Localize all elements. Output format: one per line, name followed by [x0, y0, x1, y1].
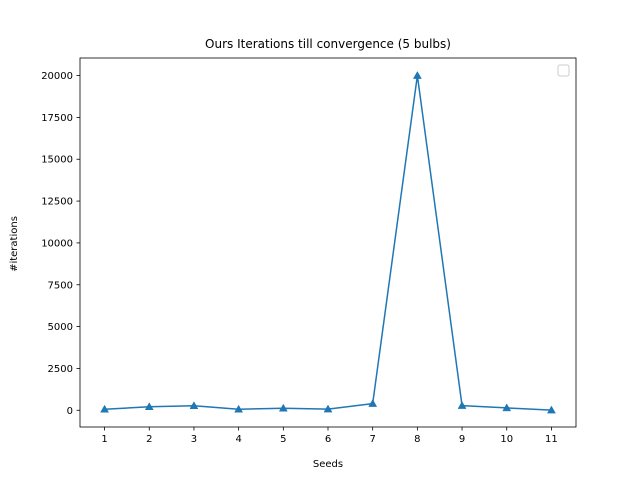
y-tick-label: 2500 — [48, 364, 73, 375]
data-point — [234, 404, 244, 413]
data-point — [189, 401, 199, 410]
data-point — [412, 71, 422, 79]
y-tick-label: 0 — [67, 406, 73, 417]
axes-frame — [79, 57, 577, 428]
data-point — [100, 404, 110, 413]
x-tick-label: 3 — [191, 434, 197, 445]
x-tick-label: 5 — [280, 434, 286, 445]
x-tick-label: 8 — [414, 434, 420, 445]
x-tick-label: 4 — [235, 434, 241, 445]
legend-box — [557, 64, 570, 77]
x-tick-label: 2 — [146, 434, 152, 445]
x-axis-label: Seeds — [313, 459, 343, 470]
plot-area: 1 2 3 4 5 6 7 8 9 10 11 0 2500 5000 7500 10000 12500 1500… — [41, 57, 577, 445]
data-point — [278, 403, 288, 412]
data-point — [368, 399, 378, 407]
y-tick-label: 10000 — [41, 238, 73, 249]
y-tick-label: 5000 — [48, 322, 73, 333]
y-tick-label: 12500 — [41, 197, 73, 208]
x-tick-label: 1 — [101, 434, 107, 445]
y-tick-label: 20000 — [41, 71, 73, 82]
y-tick-label: 7500 — [48, 280, 73, 291]
data-point — [546, 405, 556, 414]
x-tick-label: 9 — [459, 434, 465, 445]
data-point — [144, 402, 154, 411]
x-tick-label: 6 — [325, 434, 331, 445]
data-point — [502, 403, 512, 412]
x-tick-label: 7 — [369, 434, 375, 445]
y-tick-label: 17500 — [41, 113, 73, 124]
chart-title: Ours Iterations till convergence (5 bulb… — [205, 37, 451, 51]
x-tick-label: 11 — [545, 434, 558, 445]
series-line — [104, 74, 552, 411]
x-tick-label: 10 — [500, 434, 513, 445]
data-point — [457, 401, 467, 409]
y-tick-label: 15000 — [41, 155, 73, 166]
y-axis-label: #iterations — [9, 216, 20, 272]
data-point — [323, 404, 333, 413]
